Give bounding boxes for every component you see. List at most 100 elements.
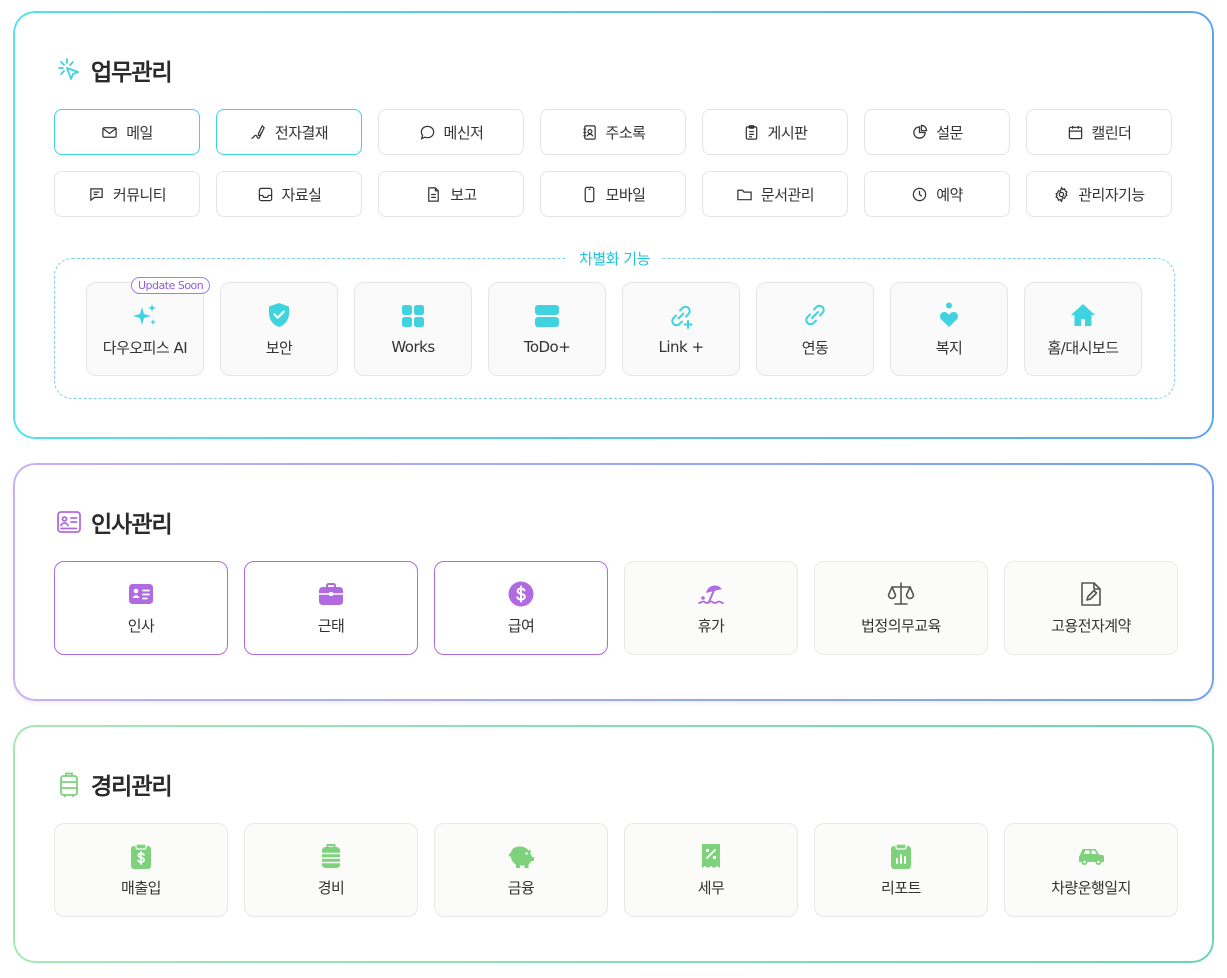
shield-check-icon <box>269 302 289 327</box>
menu-label: 문서관리 <box>760 185 815 204</box>
menu-addressbook[interactable]: 주소록 <box>540 109 686 155</box>
menu-reservation[interactable]: 예약 <box>864 171 1010 217</box>
hr-label: 휴가 <box>697 617 725 635</box>
fin-expense[interactable]: 경비 <box>244 823 418 917</box>
document-edit-icon <box>1081 582 1101 606</box>
feature-label: 보안 <box>265 338 293 357</box>
feature-link[interactable]: Link + <box>622 282 740 376</box>
feature-label: ToDo+ <box>523 338 571 356</box>
menu-label: 예약 <box>936 185 963 204</box>
clipboard-chart-icon <box>891 843 911 869</box>
menu-calendar[interactable]: 캘린더 <box>1026 109 1172 155</box>
menu-document[interactable]: 문서관리 <box>702 171 848 217</box>
menu-label: 설문 <box>936 123 963 142</box>
scale-icon <box>887 582 915 605</box>
feature-label: Link + <box>658 338 704 356</box>
menu-admin[interactable]: 관리자기능 <box>1026 171 1172 217</box>
dollar-circle-icon <box>508 581 534 607</box>
hr-mandatory-training[interactable]: 법정의무교육 <box>814 561 988 655</box>
receipt-percent-icon <box>702 844 720 868</box>
menu-label: 보고 <box>450 185 477 204</box>
suitcase-icon <box>322 844 340 868</box>
chat-bubble-icon <box>420 125 434 140</box>
feature-todo[interactable]: ToDo+ <box>488 282 606 376</box>
feature-integration[interactable]: 연동 <box>756 282 874 376</box>
menu-approval[interactable]: 전자결재 <box>216 109 362 155</box>
beach-umbrella-icon <box>698 585 724 604</box>
message-square-icon <box>90 187 103 201</box>
calendar-icon <box>1068 125 1082 139</box>
cursor-click-icon <box>55 56 83 84</box>
menu-messenger[interactable]: 메신저 <box>378 109 524 155</box>
menu-community[interactable]: 커뮤니티 <box>54 171 200 217</box>
feature-label: 연동 <box>801 338 829 357</box>
fin-label: 차량운행일지 <box>1051 879 1131 897</box>
feature-works[interactable]: Works <box>354 282 472 376</box>
mail-icon <box>102 126 117 138</box>
menu-mail[interactable]: 메일 <box>54 109 200 155</box>
pie-chart-icon <box>913 124 928 139</box>
fin-vehicle-log[interactable]: 차량운행일지 <box>1004 823 1178 917</box>
menu-label: 캘린더 <box>1091 123 1132 142</box>
grid-icon <box>402 305 424 327</box>
fin-report[interactable]: 리포트 <box>814 823 988 917</box>
feature-security[interactable]: 보안 <box>220 282 338 376</box>
feature-welfare[interactable]: 복지 <box>890 282 1008 376</box>
hr-label: 인사 <box>127 617 155 635</box>
menu-label: 모바일 <box>605 185 646 204</box>
gear-icon <box>1055 185 1068 203</box>
briefcase-icon <box>319 583 343 605</box>
home-icon <box>1071 303 1095 326</box>
fin-label: 경비 <box>317 879 345 897</box>
work-management-title: 업무관리 <box>55 53 173 87</box>
menu-label: 메일 <box>126 123 153 142</box>
menu-mobile[interactable]: 모바일 <box>540 171 686 217</box>
link-icon <box>805 304 825 325</box>
feature-home-dashboard[interactable]: 홈/대시보드 <box>1024 282 1142 376</box>
hr-management-title: 인사관리 <box>55 505 173 539</box>
hr-label: 급여 <box>507 617 535 635</box>
fin-label: 리포트 <box>881 879 921 897</box>
feature-label: Works <box>391 338 435 356</box>
menu-survey[interactable]: 설문 <box>864 109 1010 155</box>
hr-vacation[interactable]: 휴가 <box>624 561 798 655</box>
id-card-solid-icon <box>129 584 153 604</box>
feature-daou-ai[interactable]: Update Soon 다우오피스 AI <box>86 277 211 376</box>
inbox-icon <box>258 187 272 201</box>
link-plus-icon <box>671 305 693 329</box>
finance-management-card: 경리관리 매출입 경비 금융 세무 리포트 차량운행일지 <box>13 725 1214 963</box>
fin-sales-purchase[interactable]: 매출입 <box>54 823 228 917</box>
clipboard-icon <box>745 124 757 140</box>
differentiated-features-title: 차별화 기능 <box>567 248 662 269</box>
fin-banking[interactable]: 금융 <box>434 823 608 917</box>
id-card-icon <box>55 508 83 536</box>
stacked-bars-icon <box>535 305 559 327</box>
hr-title-text: 인사관리 <box>91 512 173 538</box>
menu-label: 메신저 <box>443 123 484 142</box>
fin-label: 금융 <box>507 879 535 897</box>
menu-label: 게시판 <box>767 123 808 142</box>
hr-personnel[interactable]: 인사 <box>54 561 228 655</box>
feature-label: 홈/대시보드 <box>1047 338 1119 357</box>
work-title-text: 업무관리 <box>91 60 173 86</box>
fin-tax[interactable]: 세무 <box>624 823 798 917</box>
hr-label: 근태 <box>317 617 345 635</box>
hr-attendance[interactable]: 근태 <box>244 561 418 655</box>
luggage-icon <box>55 770 83 798</box>
feature-label: 다우오피스 AI <box>102 338 188 357</box>
menu-label: 전자결재 <box>274 123 329 142</box>
signature-icon <box>251 124 265 139</box>
menu-label: 커뮤니티 <box>112 185 167 204</box>
menu-board[interactable]: 게시판 <box>702 109 848 155</box>
menu-label: 관리자기능 <box>1078 185 1145 204</box>
menu-archive[interactable]: 자료실 <box>216 171 362 217</box>
menu-label: 자료실 <box>281 185 322 204</box>
clipboard-dollar-icon <box>131 843 151 869</box>
hr-payroll[interactable]: 급여 <box>434 561 608 655</box>
piggy-bank-icon <box>508 846 534 868</box>
fin-label: 매출입 <box>121 879 161 897</box>
menu-report[interactable]: 보고 <box>378 171 524 217</box>
hr-e-contract[interactable]: 고용전자계약 <box>1004 561 1178 655</box>
hr-label: 고용전자계약 <box>1051 617 1131 635</box>
clock-icon <box>912 187 927 201</box>
